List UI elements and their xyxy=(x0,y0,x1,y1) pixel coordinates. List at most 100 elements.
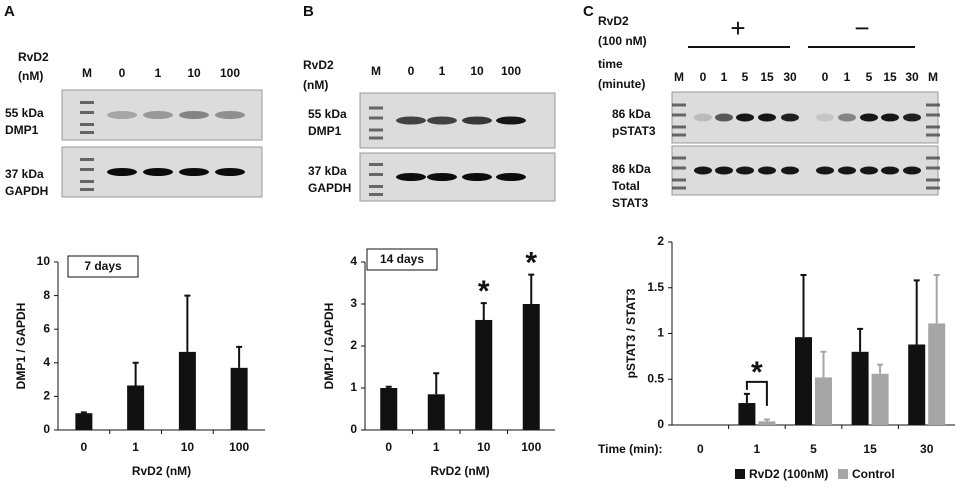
band xyxy=(903,113,921,122)
band-label: DMP1 xyxy=(308,124,342,138)
y-tick-label: 8 xyxy=(43,288,50,302)
band xyxy=(143,168,173,176)
marker-band xyxy=(369,116,383,120)
band xyxy=(816,113,834,122)
y-tick-label: 10 xyxy=(37,254,51,268)
lane-label: 1 xyxy=(844,70,851,84)
treatment-group: + xyxy=(730,13,745,43)
band xyxy=(860,113,878,122)
significance: * xyxy=(751,356,763,389)
lane-label: M xyxy=(928,70,938,84)
legend-label: Control xyxy=(852,467,895,481)
y-tick-label: 2 xyxy=(43,389,50,403)
marker-band xyxy=(926,133,940,137)
band-label: STAT3 xyxy=(612,196,649,210)
band xyxy=(462,173,492,181)
band xyxy=(838,166,856,175)
band-label: 55 kDa xyxy=(308,107,347,121)
error-bar xyxy=(385,385,392,388)
bar xyxy=(815,377,832,425)
band-label: GAPDH xyxy=(308,181,351,195)
x-row-label: Time (min): xyxy=(598,442,662,456)
annotation: 14 days xyxy=(380,252,424,266)
y-axis-label: DMP1 / GAPDH xyxy=(14,303,28,390)
marker-band xyxy=(672,103,686,107)
blot-image xyxy=(61,89,263,141)
error-bar xyxy=(913,279,920,345)
y-tick-label: 4 xyxy=(43,355,50,369)
band xyxy=(736,113,754,122)
legend-swatch xyxy=(838,469,848,479)
significance: * xyxy=(478,275,490,308)
annotation-box xyxy=(366,248,438,271)
marker-band xyxy=(672,156,686,160)
band-label: 37 kDa xyxy=(308,164,347,178)
significance: * xyxy=(525,247,537,280)
marker-band xyxy=(926,166,940,170)
x-tick-label: 1 xyxy=(132,440,139,454)
marker-band xyxy=(80,188,94,191)
bar xyxy=(871,373,889,425)
error-bar xyxy=(184,294,191,352)
error-bar xyxy=(933,273,940,324)
y-tick-label: 1 xyxy=(350,380,357,394)
marker-band xyxy=(369,163,383,166)
lane-label: 0 xyxy=(822,70,829,84)
y-tick-label: 0 xyxy=(350,422,357,436)
lane-label: 100 xyxy=(501,64,521,78)
marker-band xyxy=(369,128,383,132)
band xyxy=(781,166,799,175)
x-tick-label: 5 xyxy=(810,442,817,456)
bar xyxy=(380,388,398,430)
legend-swatch xyxy=(735,469,745,479)
y-tick-label: 3 xyxy=(350,296,357,310)
lane-label: 5 xyxy=(866,70,873,84)
x-tick-label: 0 xyxy=(385,440,392,454)
band xyxy=(694,166,712,175)
lane-label: M xyxy=(82,66,92,80)
bar xyxy=(522,304,540,430)
x-axis-label: RvD2 (nM) xyxy=(430,464,489,478)
marker-band xyxy=(80,123,94,126)
marker-band xyxy=(369,106,383,110)
bar xyxy=(795,337,812,425)
annotation: 7 days xyxy=(84,259,122,273)
bar xyxy=(908,344,926,425)
error-bar xyxy=(800,273,807,338)
panel-label: A xyxy=(4,3,15,20)
band xyxy=(715,113,733,122)
marker-band xyxy=(80,168,94,171)
band xyxy=(396,173,426,181)
marker-band xyxy=(80,158,94,161)
marker-band xyxy=(926,186,940,190)
blot-header: (100 nM) xyxy=(598,34,647,48)
lane-label: 15 xyxy=(760,70,774,84)
marker-band xyxy=(369,173,383,176)
band xyxy=(427,173,457,181)
marker-band xyxy=(926,103,940,107)
lane-label: 30 xyxy=(905,70,919,84)
lane-label: 5 xyxy=(742,70,749,84)
band xyxy=(215,168,245,176)
marker-band xyxy=(369,185,383,188)
marker-band xyxy=(80,101,94,104)
band xyxy=(179,168,209,176)
x-tick-label: 30 xyxy=(920,442,934,456)
lane-label: M xyxy=(371,64,381,78)
bar xyxy=(738,403,756,425)
time-header: time xyxy=(598,57,623,71)
bar xyxy=(427,394,445,430)
lane-label: 1 xyxy=(155,66,162,80)
blot-header: RvD2 xyxy=(598,14,629,28)
panel-label: B xyxy=(303,3,314,20)
y-tick-label: 1 xyxy=(657,326,664,340)
marker-band xyxy=(369,193,383,196)
band xyxy=(143,111,173,119)
y-tick-label: 0.5 xyxy=(647,371,664,385)
x-tick-label: 1 xyxy=(433,440,440,454)
error-bar xyxy=(877,363,884,374)
significance-bracket xyxy=(745,380,768,406)
band xyxy=(496,116,526,125)
marker-band xyxy=(926,113,940,117)
